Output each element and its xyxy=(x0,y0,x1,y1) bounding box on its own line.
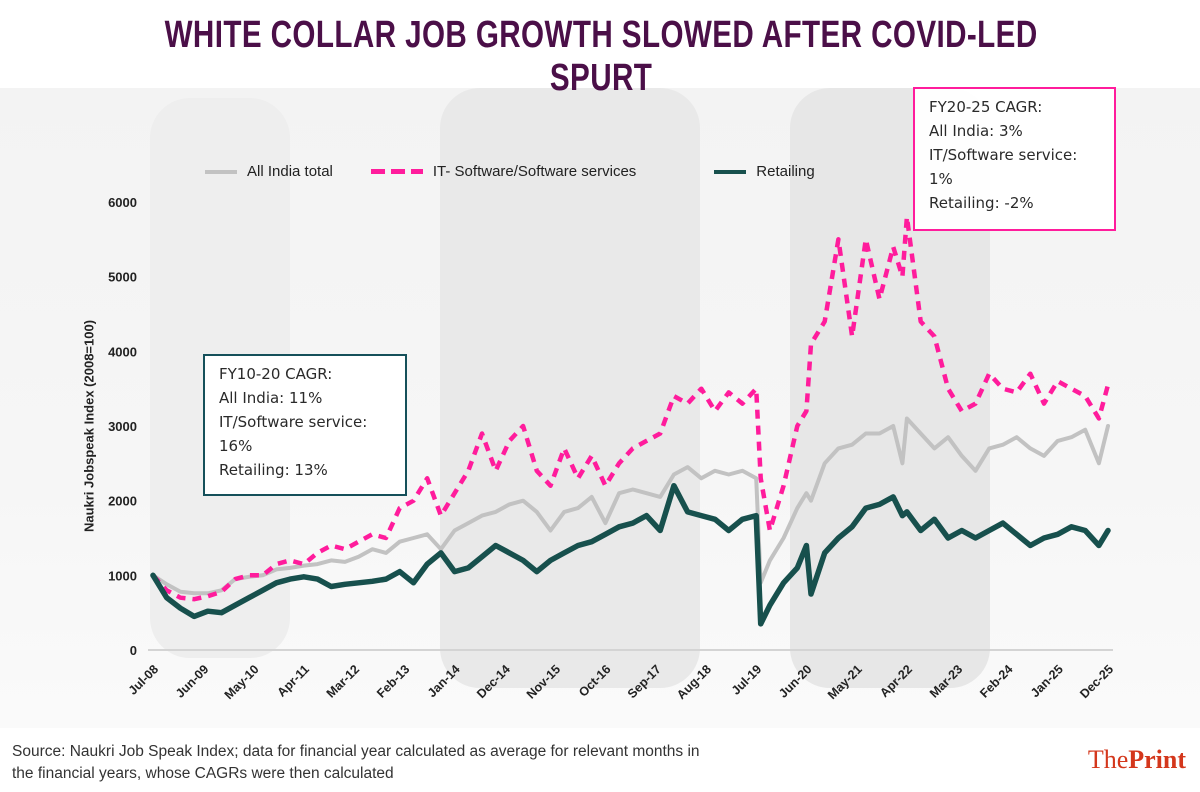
x-tick-label: Jun-20 xyxy=(776,662,814,700)
background-figure-center xyxy=(440,88,700,688)
theprint-logo: ThePrint xyxy=(1088,745,1186,775)
annotation-line: IT/Software service: xyxy=(219,413,368,431)
y-tick-label: 5000 xyxy=(108,270,137,285)
source-line-2: the financial years, whose CAGRs were th… xyxy=(12,765,394,782)
series-line-retailing xyxy=(150,482,1111,627)
x-tick-label: Dec-25 xyxy=(1077,662,1116,701)
annotation-line: 1% xyxy=(929,170,953,188)
x-tick-label: Feb-13 xyxy=(374,662,412,700)
y-tick-label: 2000 xyxy=(108,494,137,509)
x-tick-label: Nov-15 xyxy=(524,662,563,701)
y-tick-label: 1000 xyxy=(108,568,137,583)
series-line-it-software xyxy=(151,214,1111,602)
annotation-line: All India: 3% xyxy=(929,122,1023,140)
x-tick-label: May-21 xyxy=(825,662,865,702)
x-tick-label: Mar-23 xyxy=(927,662,965,700)
legend-label-it-software: IT- Software/Software services xyxy=(432,163,637,180)
annotation-line: 16% xyxy=(219,437,253,455)
annotation-title: FY10-20 CAGR: xyxy=(219,365,333,383)
logo-print: Print xyxy=(1128,745,1186,774)
y-tick-label: 4000 xyxy=(108,344,137,359)
annotation-fy10-20: FY10-20 CAGR: All India: 11% IT/Software… xyxy=(203,354,407,496)
x-tick-label: Aug-18 xyxy=(674,662,714,702)
x-tick-label: May-10 xyxy=(222,662,262,702)
annotation-line: All India: 11% xyxy=(219,389,323,407)
x-tick-label: Jul-19 xyxy=(729,662,764,697)
legend-item-all-india: All India total xyxy=(205,163,333,180)
legend: All India total IT- Software/Software se… xyxy=(205,163,853,180)
x-tick-label: Jan-25 xyxy=(1028,662,1066,700)
x-tick-label: Jul-08 xyxy=(126,662,161,697)
x-tick-label: Jun-09 xyxy=(173,662,211,700)
annotation-title: FY20-25 CAGR: xyxy=(929,98,1043,116)
source-note: Source: Naukri Job Speak Index; data for… xyxy=(12,741,700,785)
x-tick-label: Oct-16 xyxy=(576,662,613,699)
x-tick-label: Apr-11 xyxy=(275,662,312,699)
x-tick-label: Jan-14 xyxy=(425,662,463,700)
legend-item-it-software: IT- Software/Software services xyxy=(370,163,637,180)
source-line-1: Source: Naukri Job Speak Index; data for… xyxy=(12,743,700,760)
legend-label-all-india: All India total xyxy=(247,163,333,180)
x-tick-label: Dec-14 xyxy=(474,662,513,701)
annotation-line: Retailing: -2% xyxy=(929,194,1034,212)
annotation-fy20-25: FY20-25 CAGR: All India: 3% IT/Software … xyxy=(913,87,1116,231)
chart-title: WHITE COLLAR JOB GROWTH SLOWED AFTER COV… xyxy=(164,14,1038,99)
x-tick-label: Feb-24 xyxy=(977,662,1015,700)
y-tick-label: 3000 xyxy=(108,419,137,434)
legend-item-retailing: Retailing xyxy=(714,163,815,180)
legend-swatch-it-software xyxy=(370,169,423,174)
legend-swatch-all-india xyxy=(205,169,237,174)
y-tick-label: 0 xyxy=(130,643,137,658)
annotation-line: IT/Software service: xyxy=(929,146,1078,164)
annotation-line: Retailing: 13% xyxy=(219,461,328,479)
x-tick-label: Sep-17 xyxy=(625,662,664,701)
legend-swatch-retailing xyxy=(714,169,747,174)
x-tick-label: Mar-12 xyxy=(324,662,362,700)
series-line-all-india xyxy=(151,416,1110,596)
y-tick-label: 6000 xyxy=(108,195,137,210)
logo-the: The xyxy=(1087,745,1129,774)
legend-label-retailing: Retailing xyxy=(756,163,815,180)
x-tick-label: Apr-22 xyxy=(877,662,915,700)
